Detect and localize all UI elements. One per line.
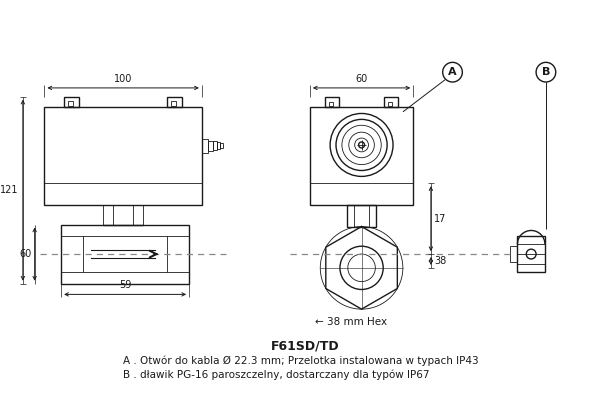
Bar <box>167 97 182 106</box>
Bar <box>383 97 398 106</box>
Bar <box>68 101 73 106</box>
Bar <box>329 102 332 106</box>
Text: ← 38 mm Hex: ← 38 mm Hex <box>316 317 388 327</box>
Text: 121: 121 <box>1 185 19 195</box>
Bar <box>202 139 208 153</box>
Text: A . Otwór do kabla Ø 22.3 mm; Przelotka instalowana w typach IP43: A . Otwór do kabla Ø 22.3 mm; Przelotka … <box>123 356 479 366</box>
Text: B: B <box>542 67 550 77</box>
Bar <box>509 246 517 262</box>
Text: B . dławik PG-16 paroszczelny, dostarczany dla typów IP67: B . dławik PG-16 paroszczelny, dostarcza… <box>123 370 430 380</box>
Bar <box>388 102 392 106</box>
Bar <box>172 101 176 106</box>
Bar <box>212 142 217 150</box>
Text: 38: 38 <box>434 256 446 266</box>
Bar <box>347 205 376 226</box>
Bar <box>310 106 413 205</box>
Text: 100: 100 <box>114 74 133 84</box>
Bar <box>64 97 79 106</box>
Text: 60: 60 <box>19 249 32 259</box>
Bar <box>325 97 340 106</box>
Bar <box>208 140 212 151</box>
Text: 59: 59 <box>119 280 131 290</box>
Text: F61SD/TD: F61SD/TD <box>271 339 340 352</box>
Bar <box>220 144 223 148</box>
Bar <box>44 106 202 205</box>
Bar <box>517 236 545 272</box>
Bar <box>217 142 220 149</box>
Bar <box>61 224 189 284</box>
Text: 17: 17 <box>434 214 446 224</box>
Text: A: A <box>448 67 457 77</box>
Text: 60: 60 <box>355 74 368 84</box>
